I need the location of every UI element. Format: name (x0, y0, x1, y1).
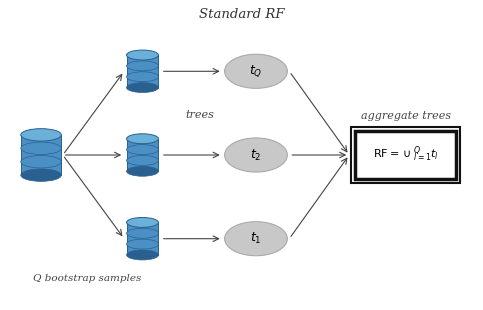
Ellipse shape (127, 166, 158, 176)
FancyBboxPatch shape (127, 223, 158, 255)
Text: $t_Q$: $t_Q$ (249, 64, 263, 79)
Ellipse shape (127, 61, 158, 71)
Ellipse shape (21, 129, 61, 141)
Ellipse shape (127, 239, 158, 249)
Ellipse shape (127, 218, 158, 228)
Ellipse shape (225, 54, 287, 88)
Text: aggregate trees: aggregate trees (361, 111, 451, 121)
Text: trees: trees (185, 110, 214, 120)
Text: $t_2$: $t_2$ (250, 148, 262, 162)
Ellipse shape (21, 169, 61, 181)
FancyBboxPatch shape (127, 139, 158, 171)
FancyBboxPatch shape (127, 55, 158, 87)
Text: $t_1$: $t_1$ (250, 231, 262, 246)
Ellipse shape (127, 72, 158, 82)
Ellipse shape (127, 144, 158, 155)
Ellipse shape (21, 156, 61, 168)
Text: $\mathrm{RF} = \cup_{l=1}^{Q} t_l$: $\mathrm{RF} = \cup_{l=1}^{Q} t_l$ (373, 145, 439, 165)
Ellipse shape (127, 50, 158, 60)
FancyBboxPatch shape (355, 131, 456, 179)
Ellipse shape (225, 138, 287, 172)
FancyBboxPatch shape (351, 127, 460, 183)
Ellipse shape (127, 228, 158, 238)
Ellipse shape (225, 222, 287, 256)
Ellipse shape (127, 250, 158, 260)
Text: Q bootstrap samples: Q bootstrap samples (33, 274, 141, 283)
Ellipse shape (127, 156, 158, 166)
Ellipse shape (127, 134, 158, 144)
FancyBboxPatch shape (21, 135, 61, 175)
Ellipse shape (21, 142, 61, 154)
Ellipse shape (127, 82, 158, 92)
Text: Standard RF: Standard RF (199, 8, 284, 21)
